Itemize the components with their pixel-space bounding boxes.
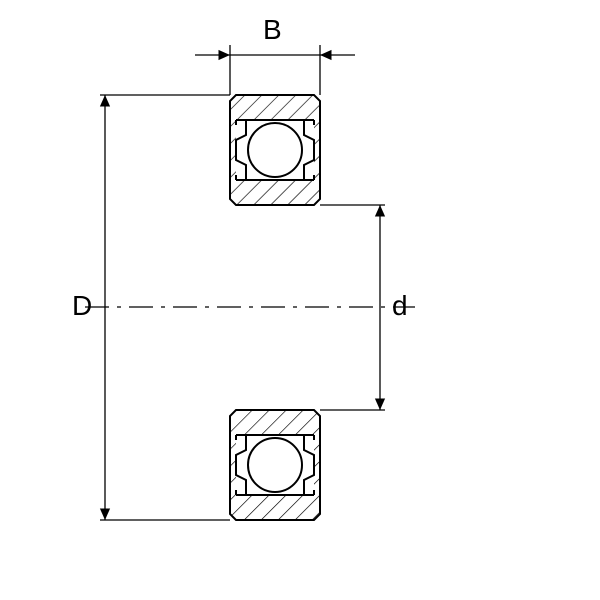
label-D: D [72, 290, 92, 322]
bearing-diagram: B D d [0, 0, 600, 600]
lower-ball [248, 438, 302, 492]
upper-ball [248, 123, 302, 177]
label-B: B [263, 14, 282, 46]
label-d: d [392, 290, 408, 322]
